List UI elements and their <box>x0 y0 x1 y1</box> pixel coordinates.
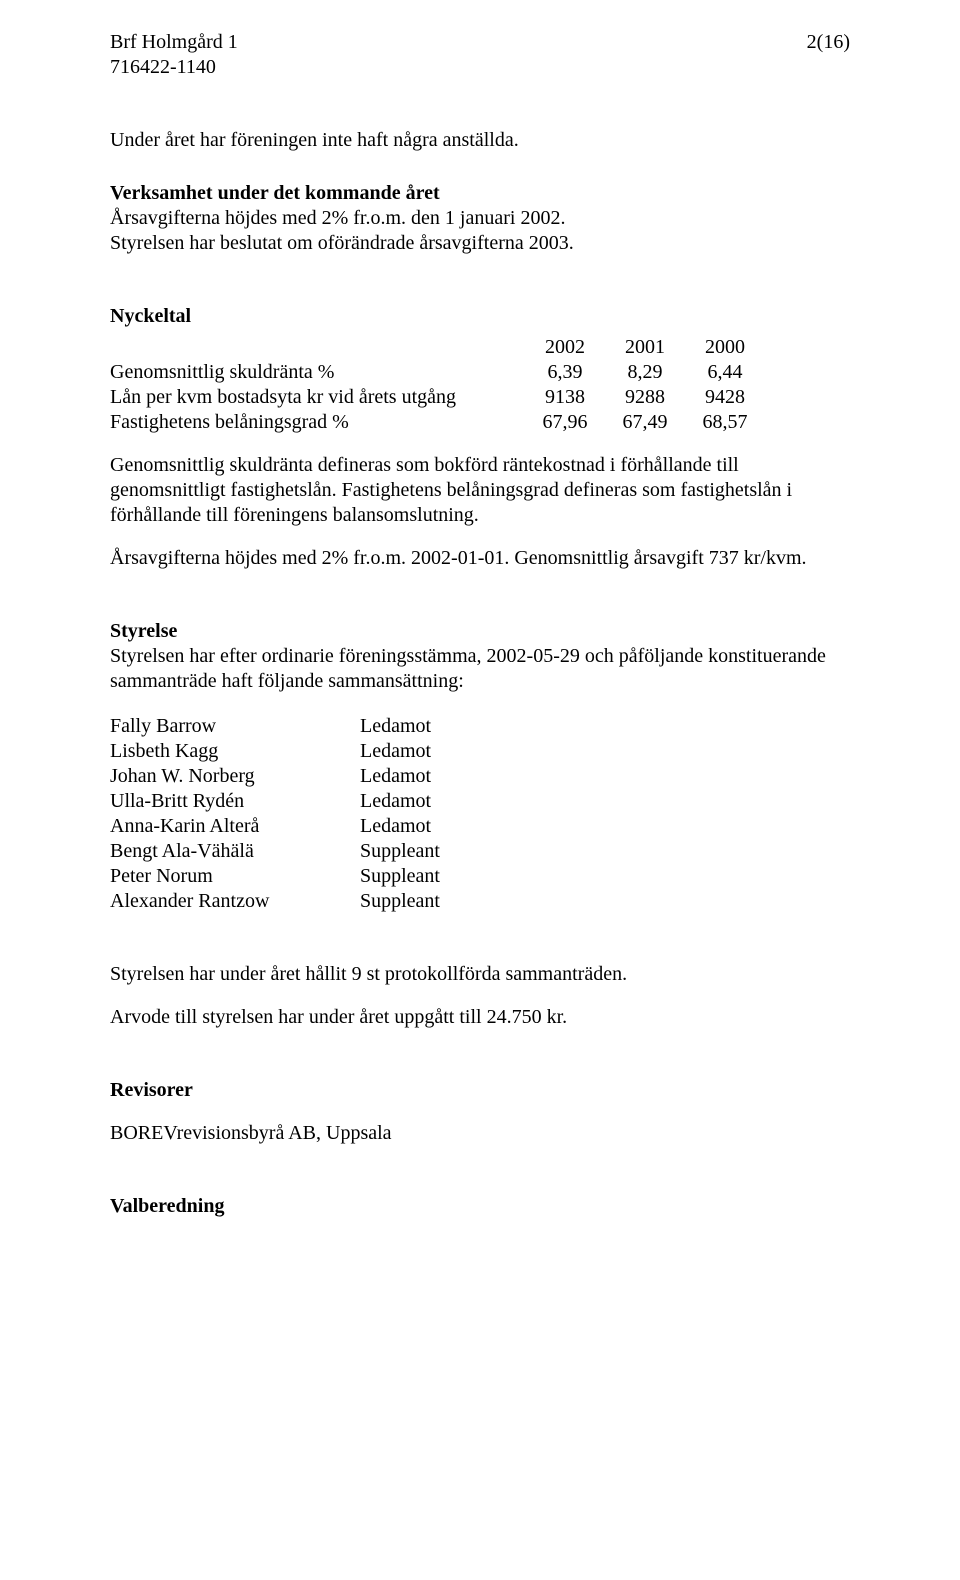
styrelse-intro: Styrelsen har efter ordinarie föreningss… <box>110 644 850 694</box>
verksamhet-line-2: Styrelsen har beslutat om oförändrade år… <box>110 231 850 256</box>
member-0-name: Fally Barrow <box>110 714 360 739</box>
nyckeltal-row-0-v0: 6,39 <box>525 360 605 385</box>
nyckeltal-year-1: 2001 <box>605 335 685 360</box>
revisorer-heading: Revisorer <box>110 1078 850 1103</box>
nyckeltal-row-0-v1: 8,29 <box>605 360 685 385</box>
page-number: 2(16) <box>807 30 850 55</box>
member-row-7: Alexander Rantzow Suppleant <box>110 889 560 914</box>
member-row-0: Fally Barrow Ledamot <box>110 714 560 739</box>
nyckeltal-row-1-v1: 9288 <box>605 385 685 410</box>
member-1-name: Lisbeth Kagg <box>110 739 360 764</box>
header-right: 2(16) <box>807 30 850 80</box>
nyckeltal-year-0: 2002 <box>525 335 605 360</box>
org-name: Brf Holmgård 1 <box>110 30 238 55</box>
nyckeltal-row-0-label: Genomsnittlig skuldränta % <box>110 360 525 385</box>
nyckeltal-row-1-v0: 9138 <box>525 385 605 410</box>
nyckeltal-row-1-label: Lån per kvm bostadsyta kr vid årets utgå… <box>110 385 525 410</box>
nyckeltal-header-row: 2002 2001 2000 <box>110 335 765 360</box>
member-row-1: Lisbeth Kagg Ledamot <box>110 739 560 764</box>
nyckeltal-table: 2002 2001 2000 Genomsnittlig skuldränta … <box>110 335 765 435</box>
member-row-4: Anna-Karin Alterå Ledamot <box>110 814 560 839</box>
nyckeltal-row-1-v2: 9428 <box>685 385 765 410</box>
member-1-role: Ledamot <box>360 739 560 764</box>
nyckeltal-note-2: Årsavgifterna höjdes med 2% fr.o.m. 2002… <box>110 546 850 571</box>
member-7-name: Alexander Rantzow <box>110 889 360 914</box>
member-3-name: Ulla-Britt Rydén <box>110 789 360 814</box>
member-4-role: Ledamot <box>360 814 560 839</box>
nyckeltal-heading: Nyckeltal <box>110 304 850 329</box>
page-header: Brf Holmgård 1 716422-1140 2(16) <box>110 30 850 80</box>
revisorer-line: BOREVrevisionsbyrå AB, Uppsala <box>110 1121 850 1146</box>
nyckeltal-row-1: Lån per kvm bostadsyta kr vid årets utgå… <box>110 385 765 410</box>
org-number: 716422-1140 <box>110 55 238 80</box>
verksamhet-heading: Verksamhet under det kommande året <box>110 181 850 206</box>
styrelse-meetings: Styrelsen har under året hållit 9 st pro… <box>110 962 850 987</box>
member-6-name: Peter Norum <box>110 864 360 889</box>
styrelse-members-table: Fally Barrow Ledamot Lisbeth Kagg Ledamo… <box>110 714 560 914</box>
verksamhet-line-1: Årsavgifterna höjdes med 2% fr.o.m. den … <box>110 206 850 231</box>
member-5-role: Suppleant <box>360 839 560 864</box>
header-left: Brf Holmgård 1 716422-1140 <box>110 30 238 80</box>
member-row-6: Peter Norum Suppleant <box>110 864 560 889</box>
nyckeltal-row-0-v2: 6,44 <box>685 360 765 385</box>
styrelse-arvode: Arvode till styrelsen har under året upp… <box>110 1005 850 1030</box>
nyckeltal-row-2-label: Fastighetens belåningsgrad % <box>110 410 525 435</box>
nyckeltal-row-0: Genomsnittlig skuldränta % 6,39 8,29 6,4… <box>110 360 765 385</box>
member-4-name: Anna-Karin Alterå <box>110 814 360 839</box>
page-container: Brf Holmgård 1 716422-1140 2(16) Under å… <box>0 0 960 1259</box>
member-2-role: Ledamot <box>360 764 560 789</box>
member-row-5: Bengt Ala-Vähälä Suppleant <box>110 839 560 864</box>
nyckeltal-note-1: Genomsnittlig skuldränta defineras som b… <box>110 453 850 528</box>
nyckeltal-year-2: 2000 <box>685 335 765 360</box>
member-7-role: Suppleant <box>360 889 560 914</box>
member-6-role: Suppleant <box>360 864 560 889</box>
member-3-role: Ledamot <box>360 789 560 814</box>
nyckeltal-row-2: Fastighetens belåningsgrad % 67,96 67,49… <box>110 410 765 435</box>
member-0-role: Ledamot <box>360 714 560 739</box>
member-2-name: Johan W. Norberg <box>110 764 360 789</box>
nyckeltal-row-2-v2: 68,57 <box>685 410 765 435</box>
intro-line: Under året har föreningen inte haft någr… <box>110 128 850 153</box>
nyckeltal-row-2-v0: 67,96 <box>525 410 605 435</box>
valberedning-heading: Valberedning <box>110 1194 850 1219</box>
member-row-2: Johan W. Norberg Ledamot <box>110 764 560 789</box>
nyckeltal-blank <box>110 335 525 360</box>
nyckeltal-row-2-v1: 67,49 <box>605 410 685 435</box>
member-row-3: Ulla-Britt Rydén Ledamot <box>110 789 560 814</box>
styrelse-heading: Styrelse <box>110 619 850 644</box>
member-5-name: Bengt Ala-Vähälä <box>110 839 360 864</box>
